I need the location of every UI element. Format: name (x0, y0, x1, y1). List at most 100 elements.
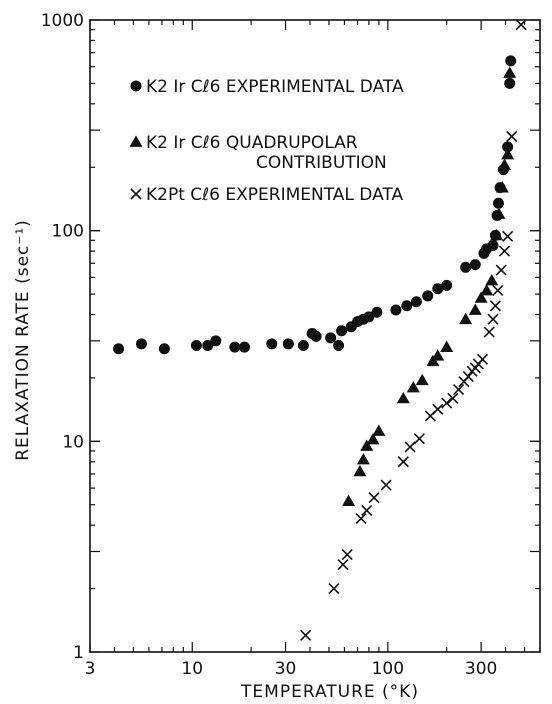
x-axis-label: TEMPERATURE (°K) (240, 682, 419, 702)
data-point-circle (401, 300, 413, 312)
data-point-circle (297, 340, 309, 352)
data-point-triangle (492, 207, 506, 219)
data-point-triangle (360, 439, 374, 451)
data-point-x (487, 313, 499, 325)
data-point-circle (492, 197, 504, 209)
data-point-triangle (468, 303, 482, 315)
data-point-x (515, 19, 527, 31)
series-circle (113, 55, 517, 355)
data-point-triangle (440, 340, 454, 353)
data-point-x (355, 512, 367, 525)
x-tick-label: 300 (465, 659, 497, 679)
data-point-circle (336, 325, 348, 337)
data-point-circle (487, 240, 499, 252)
data-point-x (506, 130, 518, 143)
legend-marker-circle (130, 80, 142, 92)
data-point-x (361, 504, 373, 516)
data-point-x (432, 403, 444, 415)
y-tick-label: 1 (73, 643, 84, 663)
legend: K2 Ir Cℓ6 EXPERIMENTAL DATA K2 Ir Cℓ6 QUA… (129, 77, 404, 205)
series-triangle (342, 66, 517, 507)
data-point-circle (432, 283, 444, 295)
data-point-triangle (353, 464, 367, 477)
legend-label-continued: CONTRIBUTION (256, 153, 387, 173)
data-point-triangle (459, 312, 473, 325)
data-point-triangle (342, 494, 356, 507)
data-point-circle (190, 340, 202, 352)
legend-label: K2 Ir Cℓ6 QUADRUPOLAR (146, 133, 358, 153)
data-point-x (441, 397, 453, 409)
data-point-triangle (356, 452, 370, 465)
data-point-circle (202, 340, 214, 352)
data-point-triangle (485, 274, 499, 286)
data-point-x (492, 284, 504, 297)
data-point-circle (239, 341, 251, 353)
data-point-circle (441, 279, 453, 291)
x-tick-label: 3 (85, 659, 96, 679)
data-point-circle (502, 141, 514, 153)
data-point-circle (158, 343, 170, 355)
data-point-circle (135, 338, 147, 350)
data-point-x (413, 433, 425, 445)
data-point-x (495, 264, 507, 276)
data-point-circle (390, 304, 402, 316)
data-point-triangle (490, 228, 504, 241)
data-point-x (337, 559, 349, 571)
data-point-circle (371, 306, 383, 318)
data-point-triangle (431, 349, 445, 361)
data-point-x (447, 392, 459, 404)
data-point-circle (310, 330, 322, 342)
data-point-circle (229, 341, 241, 353)
legend-label: K2 Ir Cℓ6 EXPERIMENTAL DATA (146, 77, 404, 97)
data-point-circle (505, 55, 517, 67)
data-point-circle (460, 261, 472, 273)
legend-marker-triangle (129, 135, 143, 147)
y-tick-label: 1000 (41, 11, 84, 31)
plot-frame (89, 19, 541, 653)
data-point-circle (325, 332, 337, 344)
data-point-triangle (480, 283, 494, 296)
data-point-circle (363, 311, 375, 323)
legend-marker-x (130, 188, 142, 200)
data-point-circle (266, 338, 278, 350)
data-point-x (452, 384, 465, 396)
data-point-triangle (406, 381, 420, 393)
data-point-circle (504, 77, 516, 89)
data-point-circle (410, 296, 422, 308)
data-point-circle (282, 338, 294, 350)
data-point-triangle (474, 291, 488, 303)
chart-axes (89, 19, 541, 653)
y-axis-ticks: 1 10 100 1000 (41, 11, 540, 663)
data-point-circle (210, 335, 222, 347)
data-point-x (380, 479, 392, 491)
x-tick-label: 100 (372, 659, 404, 679)
x-tick-label: 30 (275, 659, 297, 679)
data-point-x (341, 549, 353, 561)
data-point-x (397, 456, 409, 468)
data-point-x (462, 370, 474, 383)
data-point-x (404, 441, 416, 453)
data-point-x (498, 245, 511, 257)
data-point-circle (113, 343, 125, 355)
data-point-circle (422, 290, 434, 302)
data-point-triangle (501, 147, 515, 160)
x-axis-ticks: 3 10 30 100 300 (85, 20, 541, 679)
data-point-triangle (366, 433, 380, 445)
data-point-x (300, 629, 312, 641)
data-point-x (502, 230, 514, 242)
data-point-circle (469, 259, 481, 271)
data-point-triangle (372, 424, 386, 436)
x-tick-label: 10 (181, 659, 203, 679)
data-point-triangle (495, 181, 509, 193)
data-point-x (489, 300, 501, 312)
y-axis-label: RELAXATION RATE (sec⁻¹) (13, 219, 33, 461)
y-tick-label: 100 (52, 222, 84, 242)
data-point-triangle (415, 373, 429, 386)
data-point-x (483, 326, 495, 338)
y-tick-label: 10 (62, 432, 84, 452)
data-point-x (328, 583, 340, 595)
data-point-circle (333, 340, 345, 352)
data-point-triangle (497, 158, 511, 170)
data-point-triangle (396, 391, 410, 404)
